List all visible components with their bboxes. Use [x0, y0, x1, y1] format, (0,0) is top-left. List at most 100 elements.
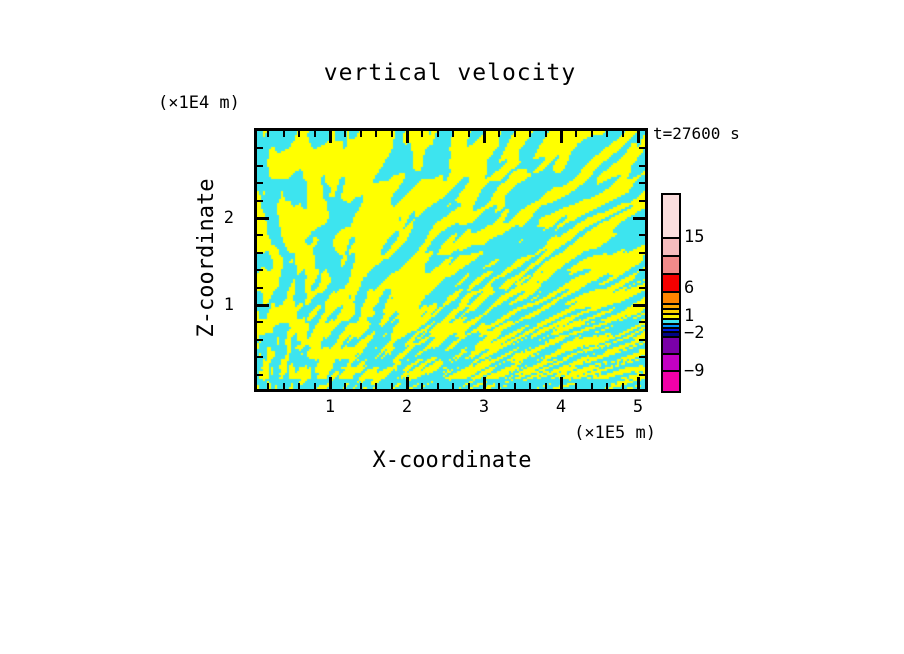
colorbar-segment	[663, 291, 679, 303]
colorbar-segment	[663, 308, 679, 313]
axis-tick	[405, 131, 409, 143]
timestamp-label: t=27600 s	[653, 124, 740, 143]
colorbar-value-label: 6	[684, 278, 695, 298]
y-axis-units-label: (×1E4 m)	[158, 93, 240, 113]
colorbar-segment	[663, 323, 679, 327]
axis-tick	[591, 383, 593, 389]
colorbar-segment	[663, 370, 679, 391]
axis-tick	[257, 165, 263, 167]
axis-tick	[559, 131, 563, 143]
axis-tick	[360, 383, 362, 389]
axis-tick	[298, 383, 300, 389]
axis-tick	[283, 131, 285, 137]
colorbar-segment	[663, 313, 679, 318]
colorbar-segment	[663, 303, 679, 308]
axis-tick	[636, 131, 640, 143]
axis-tick	[468, 383, 470, 389]
x-tick-label: 4	[555, 397, 567, 417]
chart-title: vertical velocity	[323, 60, 577, 86]
axis-tick	[298, 131, 300, 137]
colorbar-segment	[663, 195, 679, 237]
axis-tick	[421, 383, 423, 389]
axis-tick	[639, 234, 645, 236]
axis-tick	[437, 383, 439, 389]
colorbar-segment	[663, 273, 679, 291]
axis-tick	[482, 377, 486, 389]
colorbar-segment	[663, 331, 679, 336]
axis-tick	[545, 383, 547, 389]
axis-tick	[267, 131, 269, 137]
axis-tick	[639, 287, 645, 289]
axis-tick	[498, 383, 500, 389]
colorbar-value-label: −9	[684, 361, 705, 381]
x-tick-label: 3	[478, 397, 490, 417]
colorbar-segment	[663, 255, 679, 273]
colorbar-segment	[663, 353, 679, 370]
axis-tick	[498, 131, 500, 137]
axis-tick	[622, 131, 624, 137]
heatmap-plot-area	[254, 128, 648, 392]
axis-tick	[283, 383, 285, 389]
axis-tick	[639, 165, 645, 167]
axis-tick	[257, 303, 269, 307]
axis-tick	[391, 383, 393, 389]
axis-tick	[344, 131, 346, 137]
axis-tick	[257, 287, 263, 289]
x-tick-label: 1	[324, 397, 336, 417]
axis-tick	[636, 377, 640, 389]
axis-tick	[639, 182, 645, 184]
axis-tick	[391, 131, 393, 137]
axis-tick	[575, 383, 577, 389]
colorbar-value-label: −2	[684, 323, 705, 343]
x-tick-label: 2	[401, 397, 413, 417]
colorbar-value-label: 1	[684, 306, 695, 326]
axis-tick	[257, 356, 263, 358]
axis-tick	[514, 131, 516, 137]
velocity-field-image	[257, 131, 645, 389]
axis-tick	[257, 374, 263, 376]
axis-tick	[314, 383, 316, 389]
x-tick-label: 5	[632, 397, 644, 417]
axis-tick	[344, 383, 346, 389]
axis-tick	[452, 131, 454, 137]
axis-tick	[405, 377, 409, 389]
colorbar-segment	[663, 336, 679, 353]
colorbar-segment	[663, 237, 679, 255]
axis-tick	[257, 321, 263, 323]
axis-tick	[257, 252, 263, 254]
x-axis-title: X-coordinate	[372, 448, 532, 473]
axis-tick	[257, 216, 269, 220]
y-axis-title: Z-coordinate	[194, 178, 219, 338]
axis-tick	[545, 131, 547, 137]
axis-tick	[328, 377, 332, 389]
axis-tick	[437, 131, 439, 137]
axis-tick	[257, 200, 263, 202]
axis-tick	[452, 383, 454, 389]
axis-tick	[314, 131, 316, 137]
axis-tick	[267, 383, 269, 389]
axis-tick	[257, 339, 263, 341]
axis-tick	[639, 374, 645, 376]
axis-tick	[257, 182, 263, 184]
axis-tick	[375, 131, 377, 137]
axis-tick	[482, 131, 486, 143]
axis-tick	[421, 131, 423, 137]
axis-tick	[375, 383, 377, 389]
axis-tick	[633, 216, 645, 220]
colorbar-segment	[663, 318, 679, 323]
axis-tick	[606, 383, 608, 389]
axis-tick	[575, 131, 577, 137]
axis-tick	[639, 147, 645, 149]
axis-tick	[257, 269, 263, 271]
axis-tick	[514, 383, 516, 389]
axis-tick	[606, 131, 608, 137]
axis-tick	[257, 147, 263, 149]
axis-tick	[639, 252, 645, 254]
axis-tick	[529, 383, 531, 389]
axis-tick	[633, 303, 645, 307]
axis-tick	[639, 321, 645, 323]
axis-tick	[360, 131, 362, 137]
axis-tick	[468, 131, 470, 137]
x-axis-units-label: (×1E5 m)	[574, 423, 656, 443]
